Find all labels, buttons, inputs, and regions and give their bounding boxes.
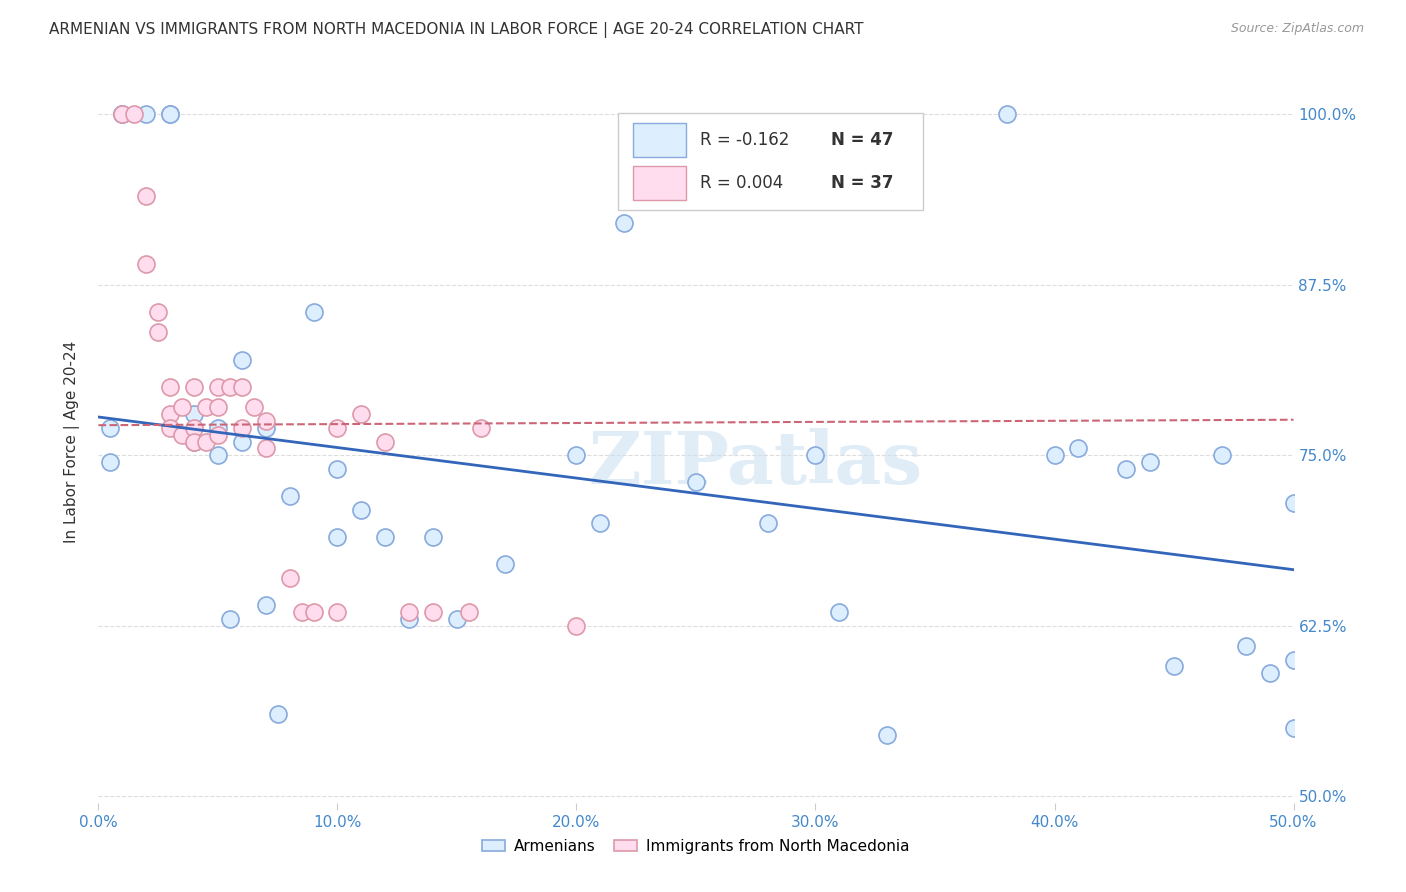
Point bbox=[207, 448, 229, 462]
Point bbox=[207, 401, 229, 415]
FancyBboxPatch shape bbox=[633, 166, 686, 201]
Point bbox=[135, 107, 157, 121]
Point bbox=[111, 107, 134, 121]
Point bbox=[231, 352, 253, 367]
Point bbox=[159, 407, 181, 421]
Point bbox=[219, 612, 242, 626]
Point bbox=[195, 401, 218, 415]
Point bbox=[756, 516, 779, 531]
Point bbox=[326, 421, 349, 435]
Text: R = -0.162: R = -0.162 bbox=[700, 131, 789, 149]
Point bbox=[422, 605, 444, 619]
Point bbox=[302, 305, 325, 319]
Point bbox=[350, 502, 373, 516]
Point bbox=[207, 421, 229, 435]
Point bbox=[207, 380, 229, 394]
Point bbox=[326, 462, 349, 476]
Point bbox=[1258, 666, 1281, 681]
Point bbox=[231, 434, 253, 449]
Point bbox=[804, 448, 827, 462]
Point bbox=[254, 598, 277, 612]
Point bbox=[183, 421, 205, 435]
FancyBboxPatch shape bbox=[619, 112, 922, 211]
Point bbox=[231, 421, 253, 435]
Point bbox=[326, 530, 349, 544]
Point bbox=[254, 442, 277, 456]
Point bbox=[1211, 448, 1233, 462]
Point bbox=[267, 707, 290, 722]
Point bbox=[148, 305, 170, 319]
Point bbox=[374, 530, 396, 544]
FancyBboxPatch shape bbox=[633, 123, 686, 158]
Point bbox=[159, 380, 181, 394]
Point bbox=[565, 618, 588, 632]
Point bbox=[685, 475, 707, 490]
Point bbox=[876, 728, 898, 742]
Point bbox=[183, 380, 205, 394]
Point bbox=[98, 421, 122, 435]
Point bbox=[1234, 639, 1257, 653]
Point bbox=[458, 605, 481, 619]
Point bbox=[398, 605, 420, 619]
Point bbox=[254, 421, 277, 435]
Point bbox=[1282, 653, 1305, 667]
Point bbox=[326, 605, 349, 619]
Point bbox=[1282, 721, 1305, 735]
Point bbox=[565, 448, 588, 462]
Point bbox=[183, 434, 205, 449]
Point bbox=[243, 401, 266, 415]
Point bbox=[135, 189, 157, 203]
Text: N = 47: N = 47 bbox=[831, 131, 894, 149]
Point bbox=[159, 107, 181, 121]
Point bbox=[159, 421, 181, 435]
Point bbox=[1067, 442, 1090, 456]
Point bbox=[278, 489, 301, 503]
Text: ARMENIAN VS IMMIGRANTS FROM NORTH MACEDONIA IN LABOR FORCE | AGE 20-24 CORRELATI: ARMENIAN VS IMMIGRANTS FROM NORTH MACEDO… bbox=[49, 22, 863, 38]
Point bbox=[148, 326, 170, 340]
Legend: Armenians, Immigrants from North Macedonia: Armenians, Immigrants from North Macedon… bbox=[477, 833, 915, 860]
Point bbox=[231, 380, 253, 394]
Point bbox=[350, 407, 373, 421]
Point bbox=[995, 107, 1018, 121]
Y-axis label: In Labor Force | Age 20-24: In Labor Force | Age 20-24 bbox=[63, 341, 80, 542]
Point bbox=[124, 107, 146, 121]
Point bbox=[1163, 659, 1185, 673]
Point bbox=[494, 558, 516, 572]
Point bbox=[422, 530, 444, 544]
Point bbox=[828, 605, 851, 619]
Text: Source: ZipAtlas.com: Source: ZipAtlas.com bbox=[1230, 22, 1364, 36]
Text: N = 37: N = 37 bbox=[831, 174, 894, 192]
Point bbox=[111, 107, 134, 121]
Point bbox=[398, 612, 420, 626]
Point bbox=[98, 455, 122, 469]
Point bbox=[183, 407, 205, 421]
Point bbox=[1139, 455, 1161, 469]
Point bbox=[172, 401, 194, 415]
Point bbox=[159, 107, 181, 121]
Point bbox=[172, 427, 194, 442]
Point bbox=[254, 414, 277, 428]
Point bbox=[470, 421, 492, 435]
Point bbox=[302, 605, 325, 619]
Point bbox=[374, 434, 396, 449]
Point bbox=[207, 427, 229, 442]
Point bbox=[1043, 448, 1066, 462]
Point bbox=[291, 605, 314, 619]
Point bbox=[111, 107, 134, 121]
Text: ZIPatlas: ZIPatlas bbox=[589, 428, 922, 499]
Point bbox=[589, 516, 612, 531]
Point bbox=[219, 380, 242, 394]
Point bbox=[613, 216, 636, 230]
Point bbox=[446, 612, 468, 626]
Text: R = 0.004: R = 0.004 bbox=[700, 174, 783, 192]
Point bbox=[135, 257, 157, 271]
Point bbox=[183, 434, 205, 449]
Point bbox=[195, 434, 218, 449]
Point bbox=[1282, 496, 1305, 510]
Point bbox=[1115, 462, 1137, 476]
Point bbox=[278, 571, 301, 585]
